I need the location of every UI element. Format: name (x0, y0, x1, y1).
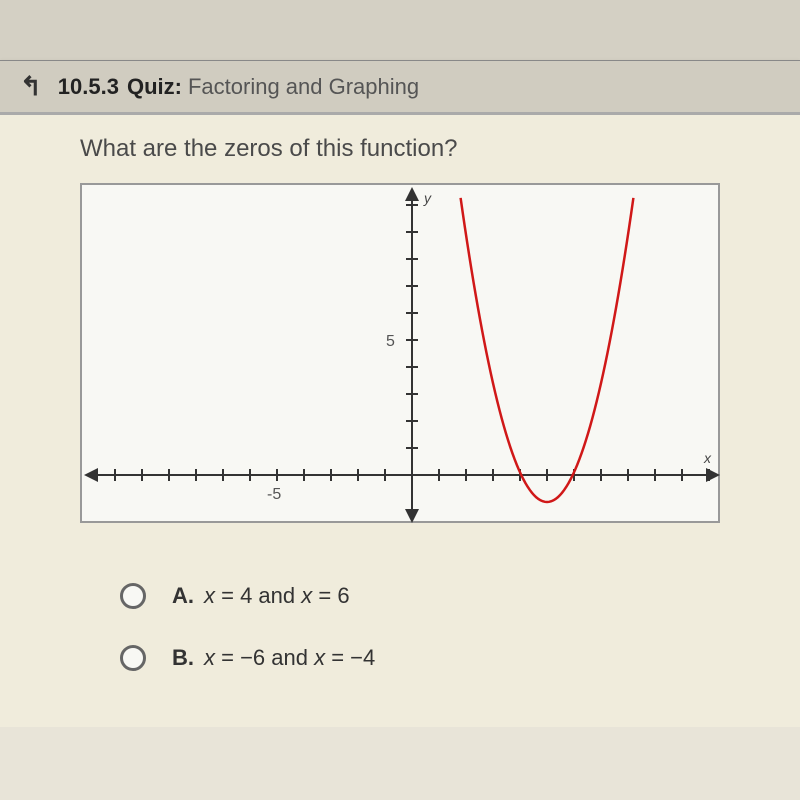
question-text: What are the zeros of this function? (80, 135, 720, 163)
svg-text:y: y (423, 190, 432, 206)
quiz-label: Quiz: (127, 74, 182, 100)
option-a[interactable]: A. x = 4 and x = 6 (120, 583, 720, 609)
option-text: x = 4 and x = 6 (204, 583, 350, 609)
radio-icon[interactable] (120, 583, 146, 609)
option-b[interactable]: B. x = −6 and x = −4 (120, 645, 720, 671)
graph-svg: 5 -5 y x (82, 185, 722, 525)
option-letter: B. (172, 645, 194, 671)
svg-text:5: 5 (386, 333, 395, 350)
svg-text:-5: -5 (267, 486, 281, 503)
header-bar: ↰ 10.5.3 Quiz: Factoring and Graphing (0, 60, 800, 115)
content-area: What are the zeros of this function? 5 -5… (0, 115, 800, 727)
svg-text:x: x (703, 450, 712, 466)
quiz-title: Factoring and Graphing (188, 74, 419, 100)
option-text: x = −6 and x = −4 (204, 645, 375, 671)
radio-icon[interactable] (120, 645, 146, 671)
graph-container: 5 -5 y x (80, 183, 720, 523)
quiz-number: 10.5.3 (58, 74, 119, 100)
top-margin (0, 0, 800, 60)
back-icon[interactable]: ↰ (20, 71, 42, 102)
option-letter: A. (172, 583, 194, 609)
options-area: A. x = 4 and x = 6 B. x = −6 and x = −4 (80, 583, 720, 671)
